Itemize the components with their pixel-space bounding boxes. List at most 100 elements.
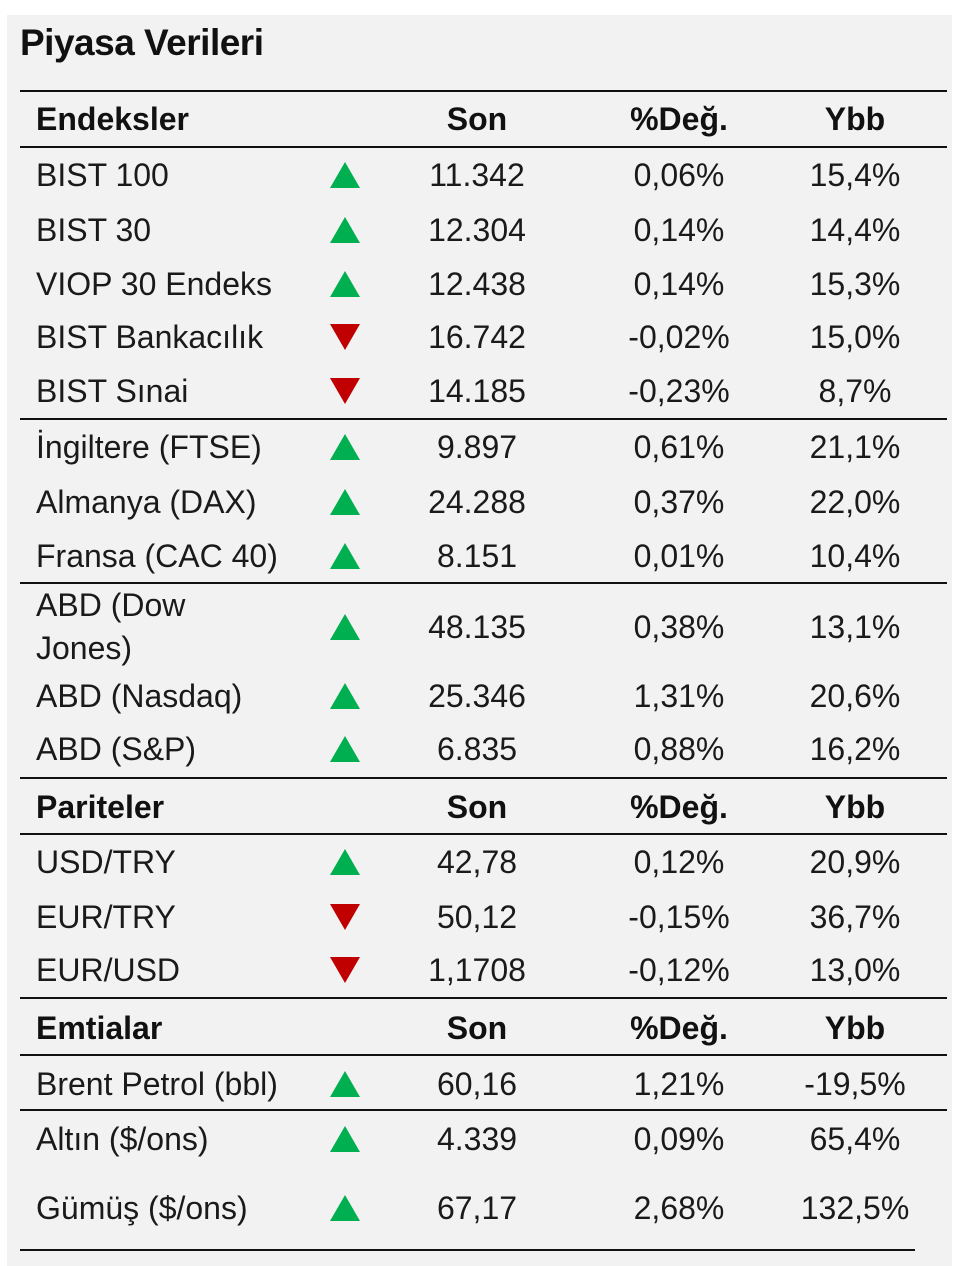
row-name: ABD (Nasdaq)	[36, 678, 243, 714]
row-deg: -0,15%	[628, 899, 730, 935]
divider	[20, 1109, 947, 1111]
header-son: Son	[446, 789, 508, 825]
up-arrow-icon	[330, 271, 360, 297]
divider	[20, 777, 947, 779]
row-name: ABD (S&P)	[36, 731, 197, 767]
row-name: BIST 100	[36, 157, 169, 193]
row-son: 8.151	[436, 538, 518, 574]
row-name: Altın ($/ons)	[36, 1121, 209, 1157]
row-name: ABD (Dow Jones)	[36, 587, 186, 666]
row-name: BIST Bankacılık	[36, 319, 264, 355]
divider	[20, 997, 947, 999]
row-son: 4.339	[436, 1121, 518, 1157]
row-deg: 0,06%	[633, 157, 725, 193]
row-ybb: 16,2%	[809, 731, 901, 767]
row-deg: 0,38%	[633, 609, 725, 645]
section-header-emtialar: Emtialar Son %Değ. Ybb	[0, 1008, 960, 1048]
down-arrow-icon	[330, 904, 360, 930]
up-arrow-icon	[330, 1071, 360, 1097]
divider	[20, 833, 947, 835]
table-row: ABD (S&P) 6.835 0,88% 16,2%	[0, 729, 960, 769]
row-ybb: -19,5%	[804, 1066, 906, 1102]
divider	[20, 582, 947, 584]
page-title: Piyasa Verileri	[20, 22, 264, 63]
row-ybb: 132,5%	[800, 1190, 910, 1226]
row-ybb: 15,3%	[809, 266, 901, 302]
row-ybb: 22,0%	[809, 484, 901, 520]
row-deg: -0,12%	[628, 952, 730, 988]
row-name: Fransa (CAC 40)	[36, 538, 278, 574]
table-row: ABD (Dow Jones) 48.135 0,38% 13,1%	[0, 587, 960, 666]
row-deg: 0,09%	[633, 1121, 725, 1157]
table-row: BIST 30 12.304 0,14% 14,4%	[0, 210, 960, 250]
header-name: Emtialar	[36, 1010, 163, 1046]
row-name: Gümüş ($/ons)	[36, 1190, 248, 1226]
row-son: 67,17	[436, 1190, 518, 1226]
up-arrow-icon	[330, 1195, 360, 1221]
row-son: 25.346	[428, 678, 526, 714]
up-arrow-icon	[330, 849, 360, 875]
row-name: VIOP 30 Endeks	[36, 266, 272, 302]
divider	[20, 146, 947, 148]
row-son: 16.742	[428, 319, 526, 355]
row-son: 24.288	[428, 484, 526, 520]
up-arrow-icon	[330, 683, 360, 709]
row-name: Brent Petrol (bbl)	[36, 1066, 278, 1102]
table-row: Almanya (DAX) 24.288 0,37% 22,0%	[0, 482, 960, 522]
divider	[20, 1054, 947, 1056]
divider	[20, 418, 947, 420]
table-row: EUR/USD 1,1708 -0,12% 13,0%	[0, 950, 960, 990]
row-name: BIST Sınai	[36, 373, 189, 409]
down-arrow-icon	[330, 957, 360, 983]
table-row: ABD (Nasdaq) 25.346 1,31% 20,6%	[0, 676, 960, 716]
row-son: 60,16	[436, 1066, 518, 1102]
row-deg: 0,01%	[633, 538, 725, 574]
table-row: Fransa (CAC 40) 8.151 0,01% 10,4%	[0, 536, 960, 576]
table-row: Gümüş ($/ons) 67,17 2,68% 132,5%	[0, 1188, 960, 1228]
row-ybb: 20,6%	[809, 678, 901, 714]
row-deg: 1,31%	[633, 678, 725, 714]
row-name: Almanya (DAX)	[36, 484, 257, 520]
row-ybb: 10,4%	[809, 538, 901, 574]
row-deg: -0,23%	[628, 373, 730, 409]
header-deg: %Değ.	[630, 1010, 728, 1046]
row-name: USD/TRY	[36, 844, 176, 880]
row-deg: 0,37%	[633, 484, 725, 520]
header-deg: %Değ.	[630, 101, 728, 137]
header-name: Endeksler	[36, 101, 189, 137]
row-son: 6.835	[436, 731, 518, 767]
header-ybb: Ybb	[824, 1010, 886, 1046]
table-row: İngiltere (FTSE) 9.897 0,61% 21,1%	[0, 427, 960, 467]
up-arrow-icon	[330, 434, 360, 460]
up-arrow-icon	[330, 217, 360, 243]
row-son: 14.185	[428, 373, 526, 409]
row-name: İngiltere (FTSE)	[36, 429, 262, 465]
row-ybb: 15,4%	[809, 157, 901, 193]
row-ybb: 36,7%	[809, 899, 901, 935]
row-deg: 0,14%	[633, 212, 725, 248]
up-arrow-icon	[330, 162, 360, 188]
up-arrow-icon	[330, 736, 360, 762]
divider	[20, 1249, 915, 1251]
row-deg: -0,02%	[628, 319, 730, 355]
table-row: BIST 100 11.342 0,06% 15,4%	[0, 155, 960, 195]
row-ybb: 14,4%	[809, 212, 901, 248]
row-ybb: 21,1%	[809, 429, 901, 465]
row-deg: 2,68%	[633, 1190, 725, 1226]
header-deg: %Değ.	[630, 789, 728, 825]
table-row: Altın ($/ons) 4.339 0,09% 65,4%	[0, 1119, 960, 1159]
header-ybb: Ybb	[824, 101, 886, 137]
section-header-endeksler: Endeksler Son %Değ. Ybb	[0, 99, 960, 139]
header-name: Pariteler	[36, 789, 165, 825]
row-son: 42,78	[436, 844, 518, 880]
row-deg: 1,21%	[633, 1066, 725, 1102]
row-ybb: 13,0%	[809, 952, 901, 988]
table-row: Brent Petrol (bbl) 60,16 1,21% -19,5%	[0, 1064, 960, 1104]
table-row: BIST Bankacılık 16.742 -0,02% 15,0%	[0, 317, 960, 357]
up-arrow-icon	[330, 543, 360, 569]
table-row: VIOP 30 Endeks 12.438 0,14% 15,3%	[0, 264, 960, 304]
row-son: 48.135	[428, 609, 526, 645]
up-arrow-icon	[330, 489, 360, 515]
table-row: EUR/TRY 50,12 -0,15% 36,7%	[0, 897, 960, 937]
header-son: Son	[446, 1010, 508, 1046]
